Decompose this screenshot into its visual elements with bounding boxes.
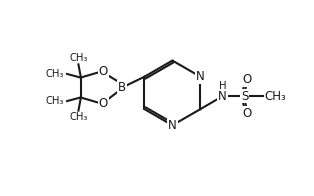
Text: N: N — [218, 90, 227, 103]
Text: O: O — [243, 73, 252, 86]
Text: CH₃: CH₃ — [265, 90, 287, 103]
Text: O: O — [99, 97, 108, 110]
Text: O: O — [243, 107, 252, 120]
Text: CH₃: CH₃ — [46, 69, 64, 79]
Text: H: H — [219, 81, 226, 91]
Text: O: O — [99, 65, 108, 78]
Text: B: B — [118, 81, 126, 94]
Text: N: N — [196, 70, 205, 83]
Text: CH₃: CH₃ — [46, 96, 64, 106]
Text: CH₃: CH₃ — [69, 112, 88, 122]
Text: S: S — [241, 90, 248, 103]
Text: CH₃: CH₃ — [69, 53, 88, 63]
Text: N: N — [168, 119, 177, 132]
